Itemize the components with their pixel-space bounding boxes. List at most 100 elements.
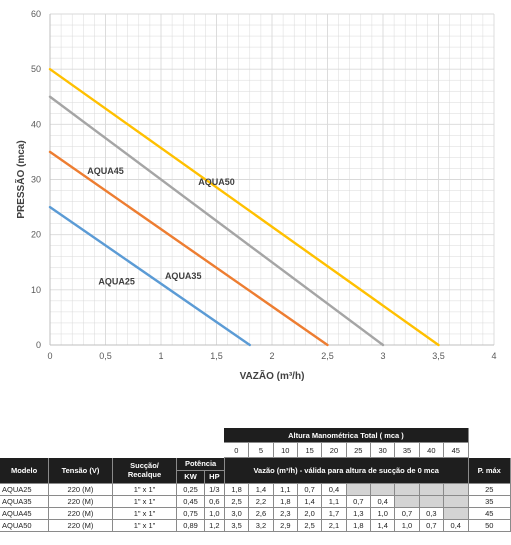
series-line-aqua50 — [48, 67, 440, 347]
pressure-flow-chart: 0 0,5 1 1,5 2 2,5 3 3,5 4 0 10 20 30 40 50 60 VAZÃO (m³/… — [14, 9, 497, 382]
table-height-cell: 25 — [346, 442, 371, 458]
table-cell-modelo: AQUA45 — [0, 507, 50, 520]
x-tick-label: 1 — [158, 351, 163, 361]
table-cell-vazao — [419, 495, 445, 508]
table-cell-succao: 1" x 1" — [112, 507, 178, 520]
table-cell-vazao — [370, 483, 396, 496]
table-cell-kw: 0,45 — [176, 495, 205, 508]
table-cell-vazao: 1,3 — [346, 507, 371, 520]
table-cell-vazao — [443, 495, 469, 508]
table-cell-vazao: 1,4 — [297, 495, 323, 508]
table-height-cell: 45 — [443, 442, 469, 458]
spec-table-container: Altura Manométrica Total ( mca ) 0 5 10 15 20… — [0, 428, 511, 532]
table-cell-kw: 0,89 — [176, 519, 205, 532]
table-cell-vazao: 2,5 — [224, 495, 250, 508]
x-tick-label: 3 — [380, 351, 385, 361]
x-tick-label: 2,5 — [321, 351, 334, 361]
table-cell-vazao: 0,7 — [297, 483, 323, 496]
table-cell-tensao: 220 (M) — [48, 507, 113, 520]
table-height-cell: 10 — [273, 442, 298, 458]
table-row: AQUA50 220 (M) 1" x 1" 0,89 1,2 3,5 3,2 2,9 2,5 2… — [0, 519, 511, 532]
table-cell-vazao: 2,1 — [321, 519, 347, 532]
table-height-cell: 5 — [248, 442, 274, 458]
y-tick-label: 10 — [31, 285, 41, 295]
table-cell-vazao: 1,0 — [370, 507, 396, 520]
table-cell-hp: 1/3 — [204, 483, 225, 496]
table-cell-hp: 1,0 — [204, 507, 225, 520]
series-label-aqua50: AQUA50 — [198, 177, 235, 187]
table-cell-vazao: 2,3 — [273, 507, 298, 520]
table-cell-pmax: 45 — [468, 507, 511, 520]
table-header-potencia: Potência — [176, 457, 225, 471]
table-cell-vazao: 0,7 — [394, 507, 420, 520]
table-cell-vazao: 1,4 — [370, 519, 396, 532]
table-header-pmax: P. máx — [468, 457, 511, 484]
table-cell-modelo: AQUA50 — [0, 519, 50, 532]
spec-table: Altura Manométrica Total ( mca ) 0 5 10 15 20… — [0, 428, 511, 532]
series-label-aqua25: AQUA25 — [98, 276, 135, 286]
table-subheaders: KW HP — [0, 470, 511, 484]
table-row: AQUA45 220 (M) 1" x 1" 0,75 1,0 3,0 2,6 2,3 2,0 1… — [0, 507, 511, 520]
table-cell-tensao: 220 (M) — [48, 519, 113, 532]
series-label-aqua45: AQUA45 — [87, 166, 124, 176]
table-header-succao: Sucção/Recalque — [112, 457, 178, 484]
table-title: Altura Manométrica Total ( mca ) — [224, 428, 469, 443]
table-cell-tensao: 220 (M) — [48, 483, 113, 496]
table-cell-pmax: 25 — [468, 483, 511, 496]
table-height-cell: 0 — [224, 442, 250, 458]
table-cell-tensao: 220 (M) — [48, 495, 113, 508]
table-header-kw: KW — [176, 470, 205, 484]
table-cell-vazao: 1,4 — [248, 483, 274, 496]
table-cell-vazao — [394, 495, 420, 508]
table-cell-vazao: 2,0 — [297, 507, 323, 520]
table-cell-vazao: 1,8 — [273, 495, 298, 508]
table-cell-vazao: 1,1 — [321, 495, 347, 508]
table-height-cell: 40 — [419, 442, 445, 458]
table-cell-vazao: 1,7 — [321, 507, 347, 520]
table-cell-vazao: 3,0 — [224, 507, 250, 520]
table-cell-hp: 0,6 — [204, 495, 225, 508]
table-cell-vazao: 0,3 — [419, 507, 445, 520]
table-cell-succao: 1" x 1" — [112, 519, 178, 532]
table-cell-vazao: 2,5 — [297, 519, 323, 532]
table-height-cell: 15 — [297, 442, 323, 458]
table-cell-vazao: 0,4 — [321, 483, 347, 496]
x-axis-title: VAZÃO (m³/h) — [240, 369, 305, 382]
table-cell-vazao: 0,7 — [419, 519, 445, 532]
table-cell-vazao — [394, 483, 420, 496]
table-cell-vazao — [443, 507, 469, 520]
table-cell-hp: 1,2 — [204, 519, 225, 532]
y-tick-label: 60 — [31, 9, 41, 19]
table-blank-cell — [468, 428, 511, 443]
recalque-label: Recalque — [127, 470, 162, 479]
succao-label: Sucção/ — [130, 461, 159, 470]
table-header-hp: HP — [204, 470, 225, 484]
x-tick-label: 3,5 — [432, 351, 445, 361]
table-blank-cell — [0, 428, 225, 443]
y-tick-label: 50 — [31, 64, 41, 74]
table-cell-vazao: 0,4 — [443, 519, 469, 532]
table-cell-vazao: 0,7 — [346, 495, 371, 508]
table-cell-vazao: 1,0 — [394, 519, 420, 532]
table-row: AQUA25 220 (M) 1" x 1" 0,25 1/3 1,8 1,4 1,1 0,7 0… — [0, 483, 511, 496]
x-tick-label: 2 — [269, 351, 274, 361]
table-cell-vazao — [419, 483, 445, 496]
table-cell-vazao: 1,8 — [224, 483, 250, 496]
y-tick-label: 30 — [31, 175, 41, 185]
series-label-aqua35: AQUA35 — [165, 271, 202, 281]
table-cell-vazao: 2,2 — [248, 495, 274, 508]
table-height-cell: 20 — [321, 442, 347, 458]
x-tick-label: 0,5 — [99, 351, 112, 361]
y-axis-title: PRESSÃO (mca) — [14, 140, 27, 218]
table-cell-succao: 1" x 1" — [112, 495, 178, 508]
table-cell-vazao: 1,8 — [346, 519, 371, 532]
table-heights-row: 0 5 10 15 20 25 30 35 40 45 — [0, 442, 511, 458]
table-header-row: Altura Manométrica Total ( mca ) — [0, 428, 511, 443]
table-cell-vazao — [346, 483, 371, 496]
x-tick-label: 0 — [47, 351, 52, 361]
series-line-aqua25 — [48, 205, 252, 347]
table-height-cell: 30 — [370, 442, 396, 458]
table-cell-vazao — [443, 483, 469, 496]
table-cell-kw: 0,25 — [176, 483, 205, 496]
table-cell-vazao: 1,1 — [273, 483, 298, 496]
